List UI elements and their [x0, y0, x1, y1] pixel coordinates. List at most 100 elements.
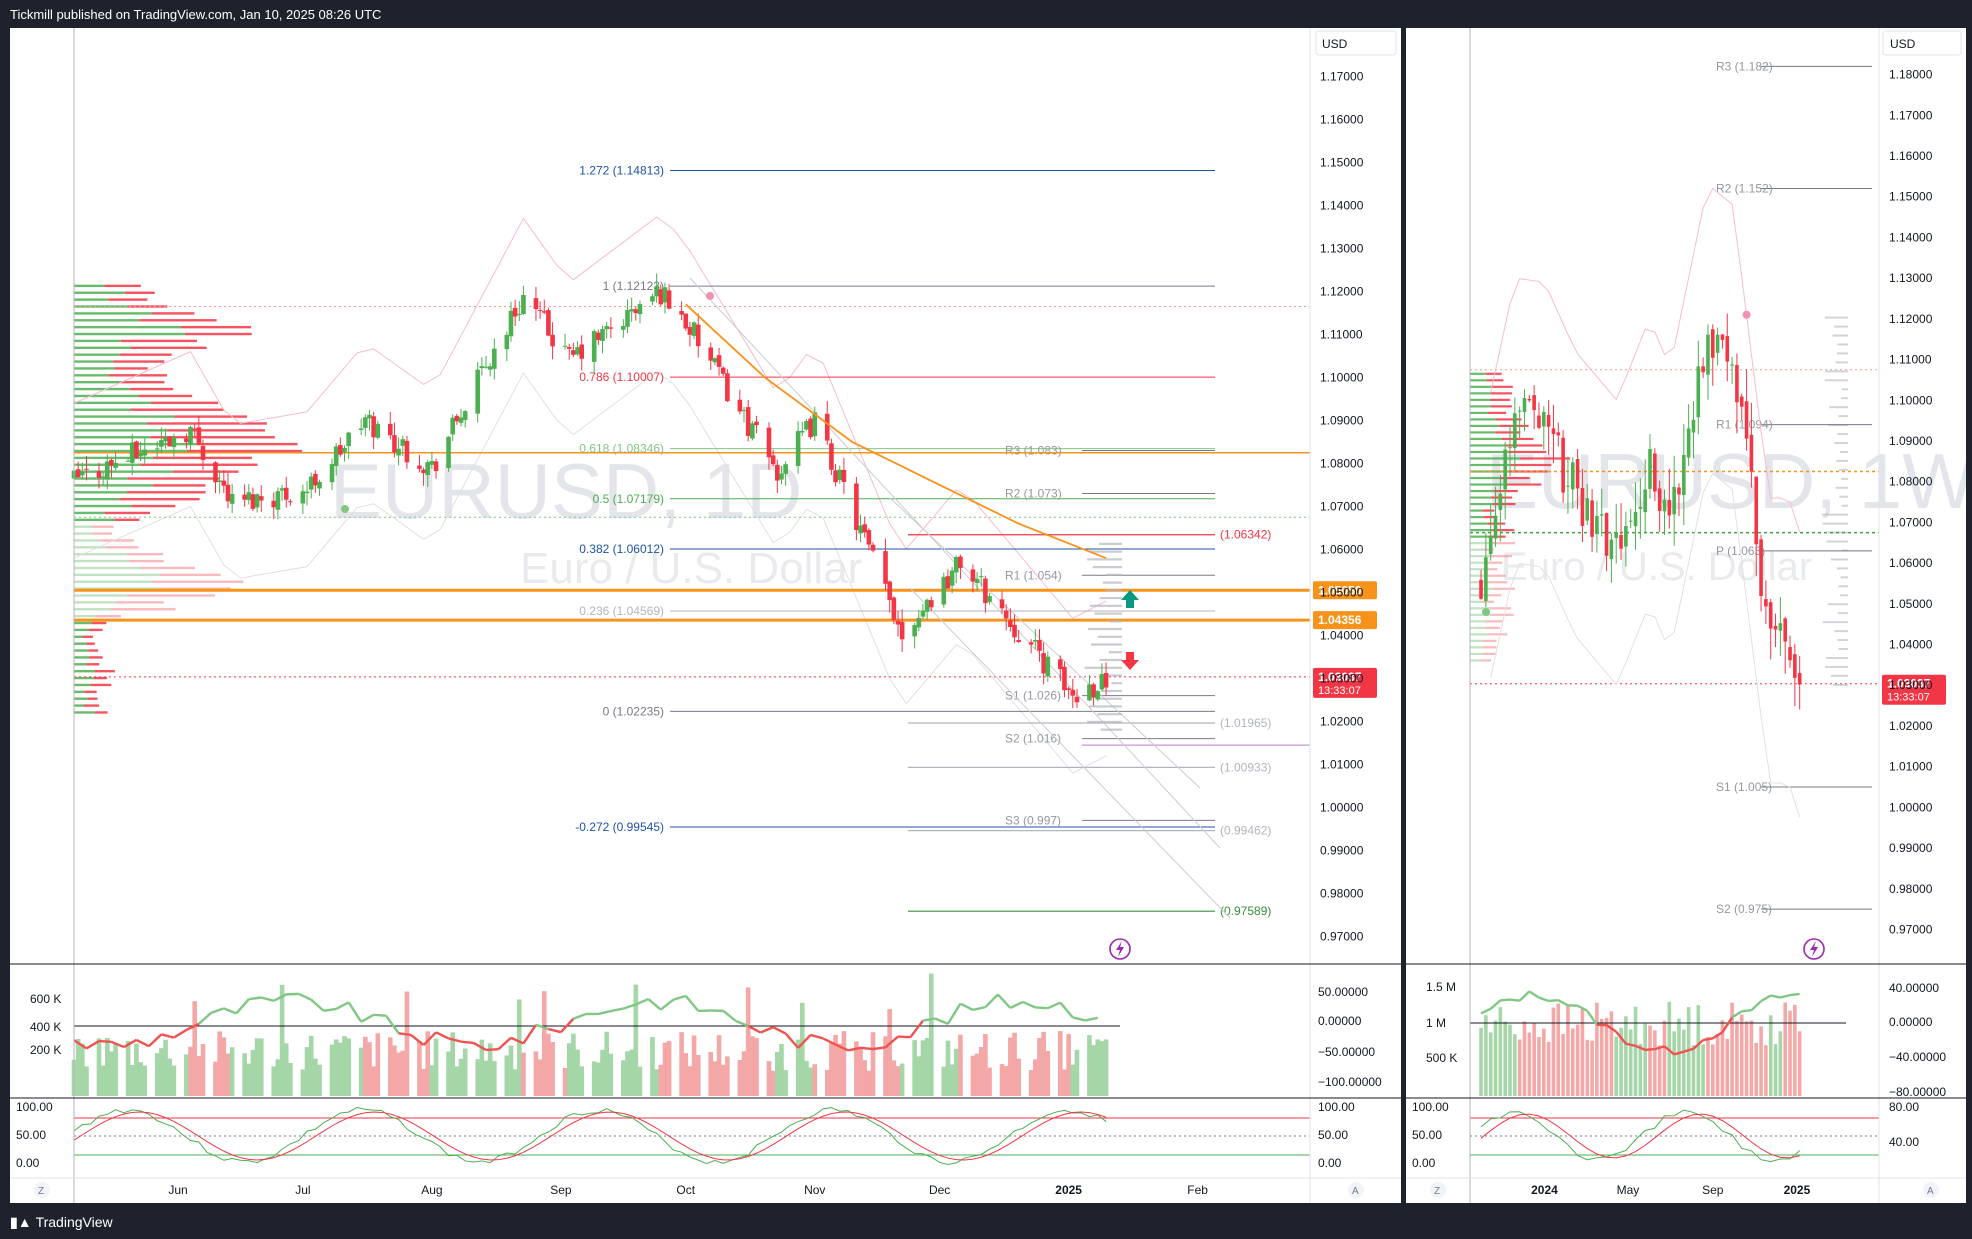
daily-chart-svg[interactable]: EURUSD, 1D Euro / U.S. Dollar 1.272 (1.1…	[10, 28, 1401, 1203]
candle-body	[129, 442, 135, 463]
volume-bar	[833, 1034, 838, 1096]
weekly-volume-bar	[1604, 1017, 1609, 1096]
volume-profile-bar-up	[74, 669, 95, 673]
weekly-pivot-label: R1 (1.094)	[1716, 418, 1773, 432]
volume-bar	[1103, 1039, 1109, 1096]
candle-body	[333, 446, 339, 466]
weekly-price-tick-label: 1.06000	[1889, 556, 1933, 570]
weekly-volume-bar	[1648, 1025, 1652, 1096]
footer-bar: ▮▲ TradingView	[0, 1206, 1972, 1239]
weekly-upper-band	[1490, 187, 1801, 533]
volume-profile-bar-down	[92, 525, 114, 528]
volume-profile-bar-down	[113, 360, 165, 363]
weekly-price-tick-label: 1.12000	[1889, 312, 1933, 326]
volume-profile-bar-up	[74, 635, 83, 638]
weekly-session-bar	[1838, 468, 1848, 471]
candle-body	[1041, 653, 1046, 674]
weekly-session-bar	[1839, 594, 1848, 597]
oscillator-segment	[323, 1007, 337, 1013]
volume-bar	[417, 1040, 422, 1096]
candle-body	[109, 459, 114, 466]
weekly-volume-bar	[1484, 1015, 1488, 1096]
weekly-candle-body	[1735, 364, 1739, 403]
auto-scale-button[interactable]	[1348, 1182, 1364, 1198]
volume-bar	[841, 1031, 847, 1096]
volume-profile-bar-up	[74, 532, 94, 535]
volume-profile-bar-up	[74, 525, 93, 528]
candle-body	[687, 327, 693, 335]
weekly-osc-segment	[1645, 1047, 1655, 1052]
volume-bar	[766, 1061, 772, 1096]
volume-bar	[1016, 1058, 1021, 1096]
candle-body	[159, 440, 164, 447]
volume-bar	[462, 1048, 468, 1096]
oscillator-segment	[635, 997, 649, 1006]
oscillator-segment	[959, 1002, 974, 1011]
weekly-volume-bar	[1672, 1031, 1676, 1096]
oscillator-segment	[747, 1024, 762, 1034]
volume-profile-bar-down	[114, 518, 140, 522]
lightning-icon-weekly[interactable]	[1803, 938, 1825, 960]
volume-bar	[246, 1063, 252, 1096]
oscillator-segment	[235, 998, 250, 1015]
candle-body	[1037, 640, 1042, 651]
candle-body	[1066, 688, 1071, 691]
weekly-volume-bar	[1479, 1027, 1483, 1096]
volume-bar	[313, 1058, 318, 1096]
volume-bar	[196, 1056, 202, 1096]
volume-profile-bar-down	[119, 497, 200, 501]
volume-profile-bar-up	[74, 553, 128, 556]
volume-profile-bar-down	[105, 546, 139, 549]
weekly-osc-segment	[1750, 1000, 1762, 1012]
volume-bar	[712, 1061, 718, 1096]
candle-body	[84, 468, 89, 470]
weekly-profile-up	[1470, 489, 1494, 493]
candle-body	[192, 428, 197, 430]
weekly-volume-bar	[1556, 1003, 1561, 1096]
oscillator-segment	[598, 1009, 612, 1016]
volume-bar	[288, 1062, 293, 1096]
lightning-icon[interactable]	[1109, 938, 1131, 960]
weekly-volume-bar	[1759, 1026, 1763, 1096]
price-tick-label: 1.04000	[1320, 628, 1364, 642]
volume-bar	[949, 1064, 955, 1096]
weekly-profile-down	[1508, 470, 1548, 473]
timezone-button-weekly[interactable]	[1430, 1182, 1446, 1198]
candle-body	[978, 576, 984, 578]
volume-profile-bar-up	[74, 436, 151, 439]
timezone-button[interactable]	[34, 1182, 50, 1198]
weekly-chart-panel[interactable]: EURUSD, 1W Euro / U.S. Dollar R3 (1.182)…	[1406, 28, 1972, 1203]
price-tick-label: 1.15000	[1320, 155, 1364, 169]
volume-bar	[804, 1060, 809, 1096]
candle-body	[895, 620, 901, 625]
volume-bar	[254, 1038, 260, 1096]
oscillator-segment	[822, 1037, 837, 1046]
weekly-profile-down	[1485, 372, 1502, 375]
weekly-volume-bar	[1725, 1038, 1730, 1096]
weekly-time-tick-label: 2025	[1784, 1183, 1811, 1197]
weekly-session-bar	[1837, 612, 1848, 615]
weekly-chart-svg[interactable]: EURUSD, 1W Euro / U.S. Dollar R3 (1.182)…	[1406, 28, 1972, 1203]
candle-body	[945, 576, 951, 589]
weekly-profile-up	[1470, 457, 1521, 460]
oscillator-segment	[360, 1013, 375, 1023]
weekly-volume-bar	[1585, 1039, 1590, 1096]
currency-label-weekly[interactable]: USD	[1890, 37, 1916, 51]
candle-body	[392, 435, 397, 453]
daily-chart-panel[interactable]: EURUSD, 1D Euro / U.S. Dollar 1.272 (1.1…	[10, 28, 1401, 1203]
tradingview-logo[interactable]: ▮▲ TradingView	[10, 1214, 113, 1230]
fib-label: 1 (1.12123)	[603, 279, 664, 293]
volume-profile-bar-down	[82, 635, 93, 638]
time-tick-label: Jun	[168, 1183, 187, 1197]
candle-body	[571, 350, 576, 355]
candle-body	[242, 494, 247, 500]
weekly-profile-down	[1481, 548, 1494, 551]
weekly-volume-bar	[1696, 1005, 1701, 1096]
volume-bar	[329, 1044, 335, 1096]
oscillator-segment	[946, 1003, 962, 1025]
volume-bar	[999, 1064, 1005, 1096]
currency-label[interactable]: USD	[1322, 37, 1348, 51]
weekly-price-tick-label: 1.15000	[1889, 190, 1933, 204]
candle-body	[1099, 674, 1105, 690]
auto-scale-button-weekly[interactable]	[1923, 1182, 1939, 1198]
